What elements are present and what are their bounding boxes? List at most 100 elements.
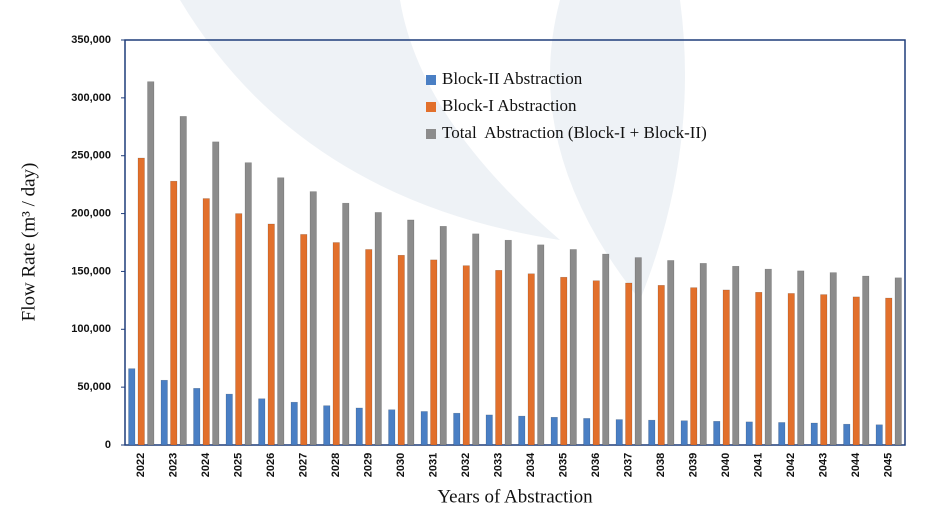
bar [420,411,428,446]
bar [583,418,591,446]
bar [332,242,340,446]
legend-swatch [426,129,436,139]
bar [374,212,382,446]
x-tick-label: 2032 [460,453,472,477]
bar [267,223,275,446]
bar [472,233,480,446]
bar [820,294,828,446]
bar [634,257,642,446]
x-tick-label: 2037 [623,453,635,477]
bar [309,191,317,446]
plot-frame [124,39,906,446]
bar [537,244,545,446]
x-tick-label: 2036 [590,453,602,477]
y-tick-label: 200,000 [71,207,111,219]
bar [365,249,373,446]
x-tick-label: 2023 [168,453,180,477]
bar [787,293,795,446]
bar [527,273,535,446]
bar [625,282,633,446]
bar [699,263,707,446]
x-tick-label: 2041 [753,453,765,477]
bar [569,249,577,446]
bar [170,180,178,446]
x-tick-label: 2040 [720,453,732,477]
bar [202,198,210,446]
x-tick-label: 2028 [330,453,342,477]
x-tick-label: 2034 [525,452,537,477]
x-tick-label: 2038 [655,453,667,477]
bar [732,265,740,446]
bar [615,419,623,446]
y-tick-label: 150,000 [71,265,111,277]
bar [875,424,883,446]
x-tick-label: 2044 [850,452,862,477]
y-axis-label: Flow Rate (m³ / day) [18,163,39,322]
bar [713,421,721,446]
bar [193,388,201,446]
bar [258,398,266,446]
bar [602,253,610,446]
bar [504,239,512,446]
bar [495,270,503,446]
bar [128,368,136,446]
bar [560,276,568,446]
bar [862,275,870,446]
y-tick-label: 300,000 [71,92,111,104]
x-tick-label: 2031 [428,453,440,477]
bar [680,420,688,446]
bar [745,421,753,446]
bar [778,422,786,446]
bar [244,162,252,446]
bar [648,419,656,446]
x-tick-label: 2039 [688,453,700,477]
bar [690,287,698,446]
bar [657,285,665,446]
bar [894,277,902,446]
bar [397,254,405,446]
bar [300,234,308,446]
x-tick-label: 2029 [363,453,375,477]
legend-swatch [426,75,436,85]
y-tick-label: 350,000 [71,34,111,46]
y-tick-label: 100,000 [71,323,111,335]
bar [667,260,675,446]
x-tick-label: 2026 [265,453,277,477]
x-tick-label: 2035 [558,453,570,477]
x-axis-label: Years of Abstraction [437,486,593,507]
bar [407,219,415,446]
bar [147,81,155,446]
bar [462,265,470,446]
x-tick-label: 2033 [493,453,505,477]
bar [160,379,168,446]
bar [225,393,233,446]
bar [290,401,298,446]
bar [439,226,447,446]
bar [755,292,763,446]
x-tick-label: 2045 [883,453,895,477]
bar [852,296,860,446]
x-tick-label: 2022 [135,453,147,477]
bar [722,289,730,446]
watermark [180,0,560,240]
bar [843,423,851,446]
bar [453,412,461,446]
x-tick-label: 2025 [233,453,245,477]
bar [885,297,893,446]
legend-swatch [426,102,436,112]
watermark [550,0,685,300]
bar [810,422,818,446]
x-tick-label: 2030 [395,453,407,477]
bar [430,259,438,446]
x-tick-label: 2027 [298,453,310,477]
bar [592,280,600,446]
bar [764,268,772,446]
x-tick-label: 2042 [785,453,797,477]
y-tick-label: 50,000 [77,381,111,393]
y-tick-label: 250,000 [71,150,111,162]
legend-label: Block-II Abstraction [442,69,583,88]
legend-label: Block-I Abstraction [442,96,577,115]
x-tick-label: 2024 [200,452,212,477]
bar [212,141,220,446]
